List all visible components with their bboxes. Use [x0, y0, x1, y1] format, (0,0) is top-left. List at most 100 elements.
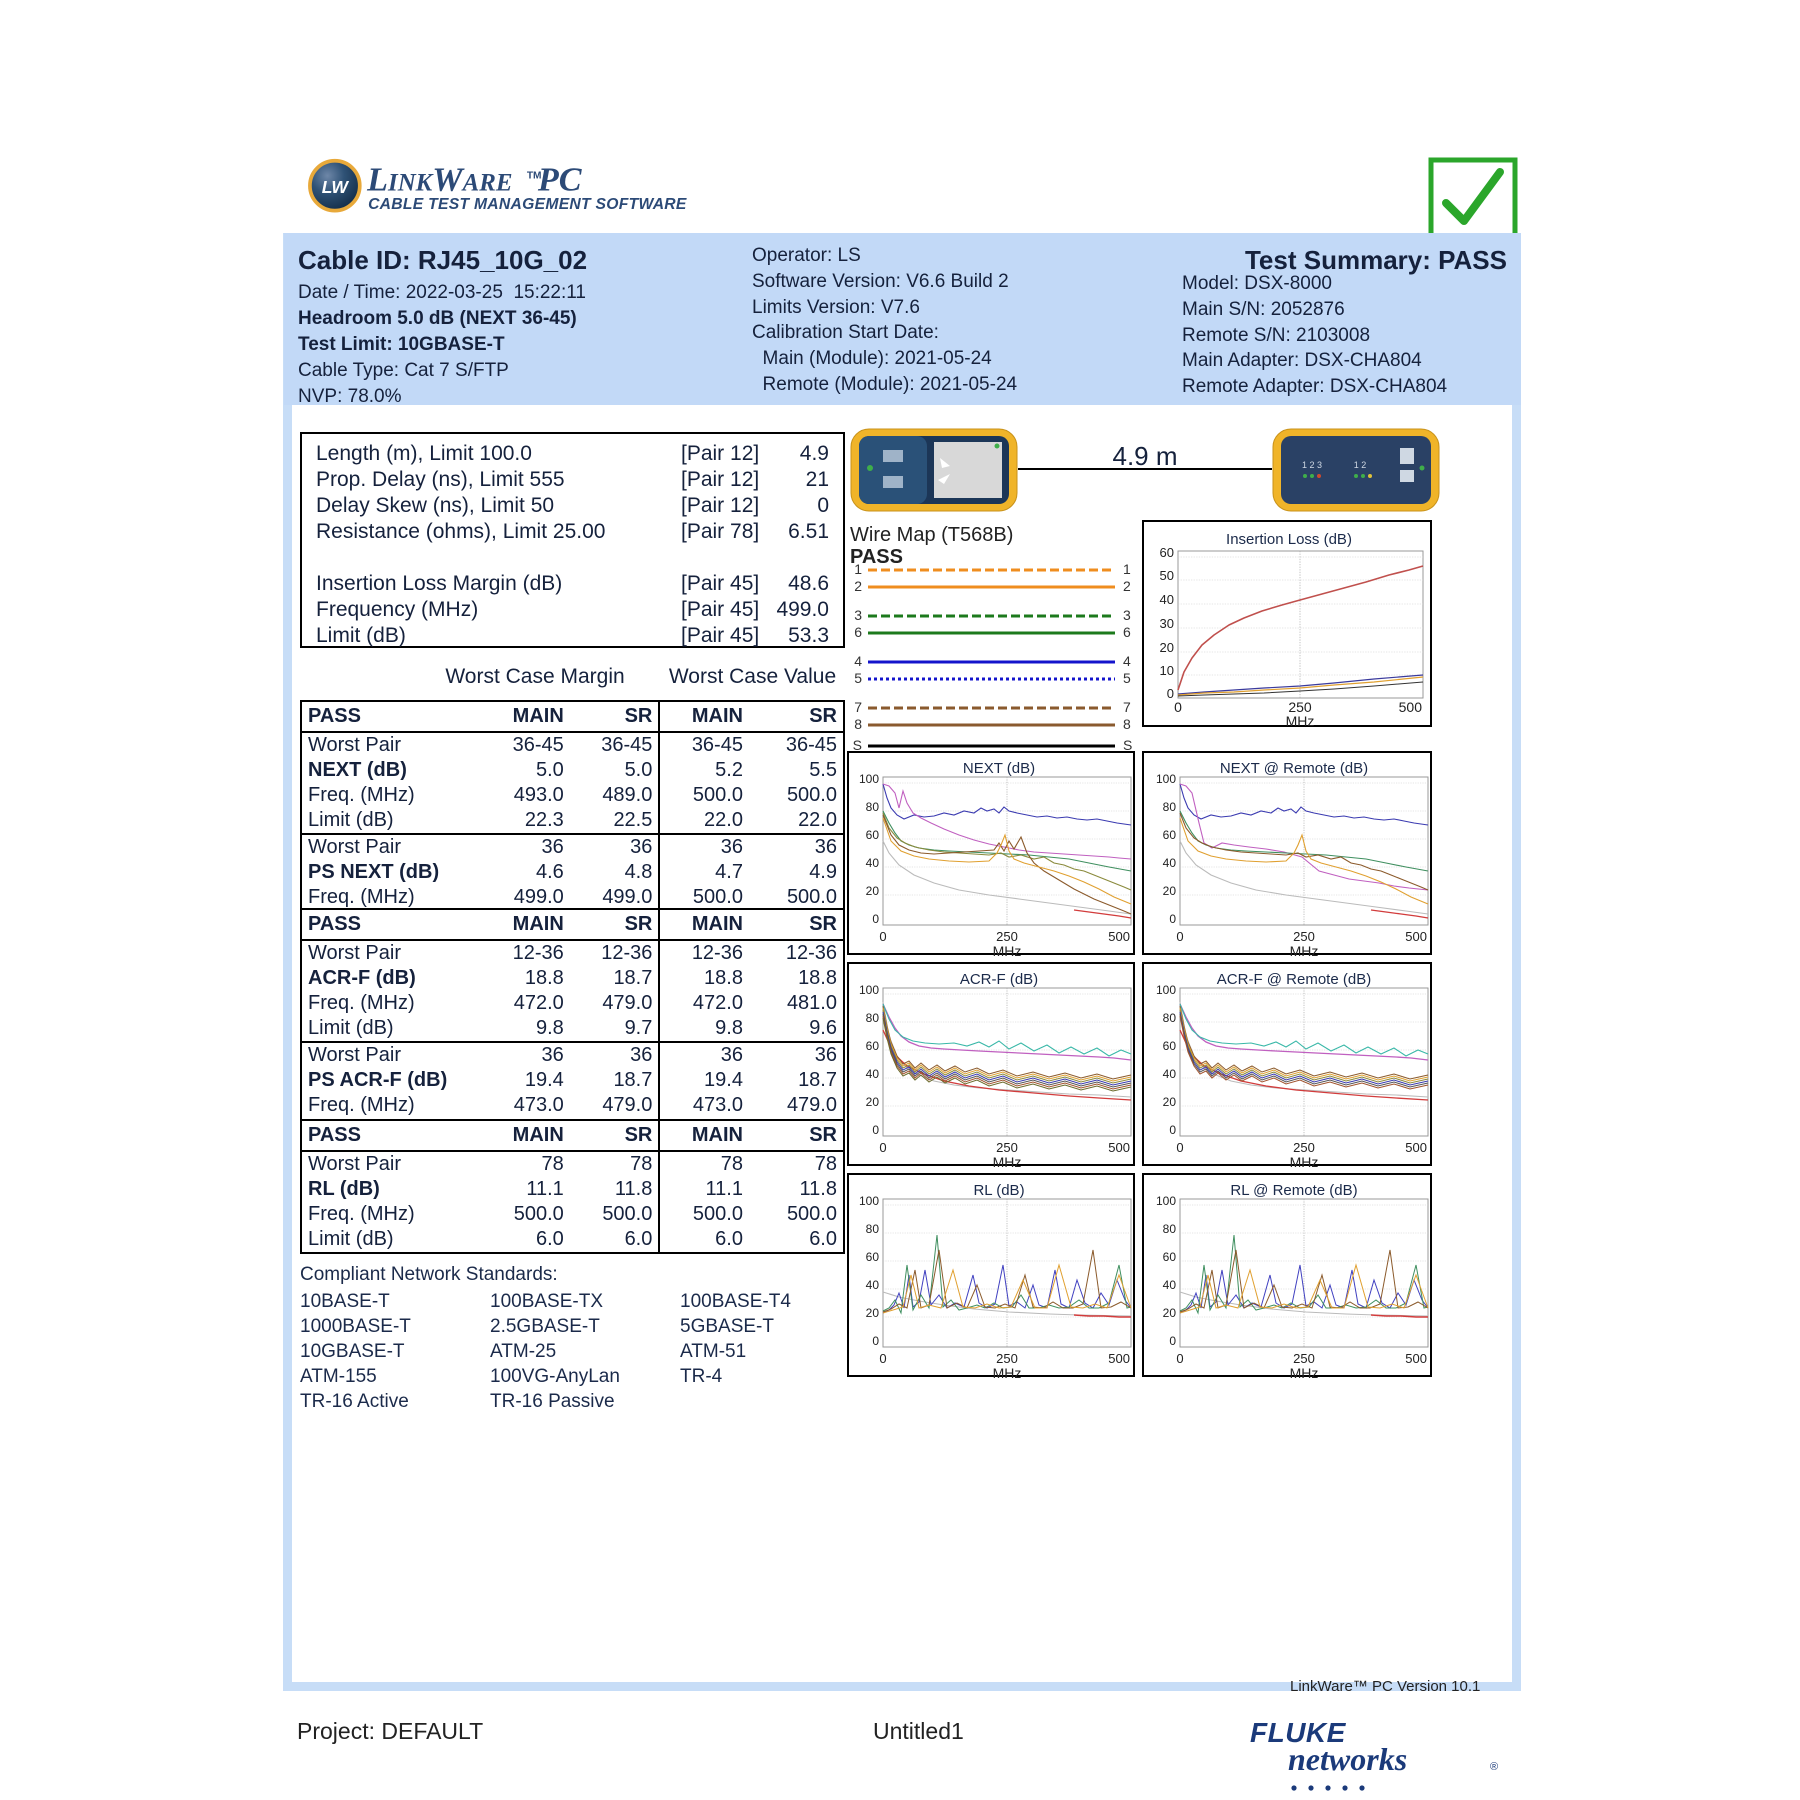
svg-text:100: 100 [859, 1194, 879, 1208]
svg-text:S: S [853, 737, 862, 753]
svg-text:30: 30 [1160, 616, 1174, 631]
svg-text:20: 20 [1163, 1095, 1177, 1109]
svg-text:1 2 3: 1 2 3 [1302, 460, 1322, 470]
svg-text:ACR-F @ Remote (dB): ACR-F @ Remote (dB) [1217, 971, 1371, 988]
svg-text:100: 100 [1156, 772, 1176, 786]
svg-text:40: 40 [1163, 1067, 1177, 1081]
svg-text:250: 250 [1293, 1351, 1315, 1366]
svg-text:60: 60 [866, 1039, 880, 1053]
svg-text:MHz: MHz [1290, 943, 1319, 957]
svg-text:80: 80 [866, 800, 880, 814]
svg-text:40: 40 [866, 856, 880, 870]
svg-text:MHz: MHz [1290, 1365, 1319, 1379]
svg-text:4: 4 [1123, 653, 1131, 669]
svg-text:ACR-F (dB): ACR-F (dB) [960, 971, 1038, 988]
svg-text:1 2: 1 2 [1354, 460, 1367, 470]
svg-text:MHz: MHz [993, 1154, 1022, 1168]
svg-text:MHz: MHz [1290, 1154, 1319, 1168]
svg-text:250: 250 [996, 929, 1018, 944]
svg-text:20: 20 [1163, 884, 1177, 898]
svg-text:7: 7 [1123, 699, 1131, 715]
svg-text:500: 500 [1405, 1140, 1427, 1155]
svg-text:8: 8 [1123, 716, 1131, 732]
svg-text:NEXT (dB): NEXT (dB) [963, 760, 1035, 777]
svg-text:2: 2 [1123, 578, 1131, 594]
svg-text:0: 0 [872, 1123, 879, 1137]
svg-text:2: 2 [854, 578, 862, 594]
svg-text:MHz: MHz [993, 1365, 1022, 1379]
svg-text:500: 500 [1399, 699, 1423, 715]
svg-text:20: 20 [866, 884, 880, 898]
svg-text:40: 40 [1163, 1278, 1177, 1292]
svg-text:20: 20 [866, 1095, 880, 1109]
svg-text:250: 250 [996, 1351, 1018, 1366]
svg-text:0: 0 [872, 1334, 879, 1348]
svg-text:®: ® [1490, 1761, 1498, 1773]
svg-text:100: 100 [859, 983, 879, 997]
svg-text:1: 1 [854, 562, 862, 577]
svg-text:4: 4 [854, 653, 862, 669]
svg-text:LW: LW [322, 177, 350, 197]
svg-text:20: 20 [1163, 1306, 1177, 1320]
svg-text:60: 60 [1160, 545, 1174, 560]
svg-text:60: 60 [866, 828, 880, 842]
svg-text:250: 250 [1293, 1140, 1315, 1155]
svg-text:80: 80 [1163, 1222, 1177, 1236]
svg-text:20: 20 [1160, 640, 1174, 655]
svg-text:5: 5 [1123, 670, 1131, 686]
svg-text:60: 60 [1163, 828, 1177, 842]
svg-text:MHz: MHz [1286, 713, 1315, 729]
svg-text:80: 80 [1163, 1011, 1177, 1025]
svg-text:0: 0 [879, 1140, 886, 1155]
svg-text:80: 80 [1163, 800, 1177, 814]
svg-text:0: 0 [879, 929, 886, 944]
svg-text:40: 40 [1163, 856, 1177, 870]
svg-text:RL @ Remote (dB): RL @ Remote (dB) [1230, 1182, 1357, 1199]
svg-text:250: 250 [1293, 929, 1315, 944]
svg-text:0: 0 [1174, 699, 1182, 715]
svg-text:MHz: MHz [993, 943, 1022, 957]
svg-text:0: 0 [1176, 1140, 1183, 1155]
svg-text:500: 500 [1108, 1351, 1130, 1366]
svg-text:CABLE TEST MANAGEMENT SOFTWARE: CABLE TEST MANAGEMENT SOFTWARE [368, 196, 687, 213]
svg-text:80: 80 [866, 1011, 880, 1025]
svg-text:S: S [1123, 737, 1132, 753]
svg-text:7: 7 [854, 699, 862, 715]
svg-text:NEXT @ Remote (dB): NEXT @ Remote (dB) [1220, 760, 1368, 777]
svg-text:8: 8 [854, 716, 862, 732]
svg-text:1: 1 [1123, 562, 1131, 577]
svg-text:60: 60 [1163, 1039, 1177, 1053]
svg-text:10: 10 [1160, 663, 1174, 678]
svg-text:Insertion Loss (dB): Insertion Loss (dB) [1226, 531, 1352, 548]
svg-text:5: 5 [854, 670, 862, 686]
svg-text:0: 0 [1169, 912, 1176, 926]
svg-text:60: 60 [1163, 1250, 1177, 1264]
svg-text:0: 0 [1169, 1334, 1176, 1348]
svg-text:500: 500 [1405, 1351, 1427, 1366]
svg-text:PC: PC [537, 161, 583, 198]
svg-text:RL (dB): RL (dB) [973, 1182, 1024, 1199]
svg-text:60: 60 [866, 1250, 880, 1264]
svg-text:20: 20 [866, 1306, 880, 1320]
svg-text:80: 80 [866, 1222, 880, 1236]
svg-text:500: 500 [1405, 929, 1427, 944]
svg-text:3: 3 [1123, 607, 1131, 623]
svg-text:networks: networks [1288, 1741, 1407, 1777]
svg-text:LINKWARE: LINKWARE [366, 161, 512, 198]
svg-text:50: 50 [1160, 568, 1174, 583]
svg-text:0: 0 [1176, 929, 1183, 944]
svg-text:0: 0 [879, 1351, 886, 1366]
svg-text:100: 100 [1156, 983, 1176, 997]
svg-text:40: 40 [1160, 592, 1174, 607]
svg-text:100: 100 [859, 772, 879, 786]
svg-text:500: 500 [1108, 929, 1130, 944]
svg-text:40: 40 [866, 1278, 880, 1292]
svg-text:40: 40 [866, 1067, 880, 1081]
svg-text:3: 3 [854, 607, 862, 623]
svg-text:0: 0 [1169, 1123, 1176, 1137]
svg-text:6: 6 [1123, 624, 1131, 640]
svg-text:500: 500 [1108, 1140, 1130, 1155]
svg-text:0: 0 [1167, 686, 1174, 701]
svg-text:100: 100 [1156, 1194, 1176, 1208]
svg-text:0: 0 [1176, 1351, 1183, 1366]
